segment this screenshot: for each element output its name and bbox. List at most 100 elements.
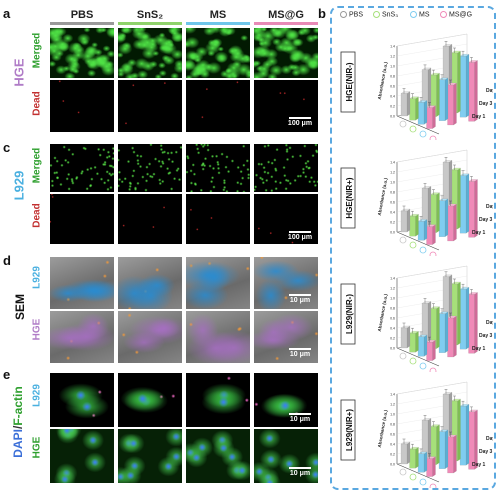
series-marker-icon [429, 483, 437, 488]
header-sns2: SnS₂ [118, 5, 182, 25]
z-tick-label: 0.2 [390, 105, 395, 109]
z-tick-label: 0.8 [390, 191, 395, 195]
series-marker-icon [399, 120, 407, 128]
z-tick-label: 1.0 [390, 297, 395, 301]
chart-l929-nir-minus: L929(NIR-) 0.0 0.2 0.4 0.6 0.8 1.0 1.2 1.4 Absorb… [340, 265, 493, 372]
d-l929-tile [254, 257, 318, 309]
slash-text: / [11, 425, 25, 430]
chart-title-group: L929(NIR+) [340, 399, 356, 461]
row-label-dead-a: Dead [31, 91, 43, 116]
z-tick-label: 0.8 [390, 307, 395, 311]
bar-ms-g-day-3 [447, 431, 457, 474]
panel-label-d: d [3, 253, 11, 268]
chart-title-box [340, 399, 356, 461]
bar-ms-g-day-1 [426, 336, 436, 361]
bar-ms-day-5 [459, 284, 470, 350]
panel-b-container [330, 6, 496, 490]
row-label-merged-c: Merged [31, 147, 43, 184]
d-l929-tile [50, 257, 114, 309]
series-marker-icon [399, 468, 407, 476]
day-label: Day 3 [479, 101, 493, 107]
c-dead-tile [50, 194, 114, 244]
series-axis-line [396, 115, 440, 135]
legend-dot-icon [410, 11, 417, 18]
legend-item-msg: MS@G [440, 11, 472, 18]
series-marker-icon [409, 473, 417, 481]
row-label-sem: SEM [13, 294, 27, 321]
row-label-dead-c: Dead [31, 203, 43, 228]
day-label: Day 1 [472, 346, 486, 352]
chart-hge-nir-plus: HGE(NIR+) 0.0 0.2 0.4 0.6 0.8 1.0 1.2 1.4 Absorba… [340, 149, 493, 256]
chart-title: HGE(NIR+) [345, 177, 354, 218]
bar-ms-g-day-5 [468, 57, 478, 122]
row-label-l929-e: L929 [31, 384, 43, 407]
e-hge-tile [118, 429, 182, 483]
scale-bar-d2: 10 μm [285, 348, 315, 358]
bar-ms-day-5 [459, 401, 470, 466]
z-tick-label: 0.0 [390, 231, 395, 235]
scale-bar-c: 100 μm [285, 231, 315, 241]
bar-ms-g-day-5 [468, 176, 478, 238]
header-pbs: PBS [50, 5, 114, 25]
bar-ms-day-1 [417, 216, 428, 241]
row-label-merged-a: Merged [31, 32, 43, 69]
header-ms: MS [186, 5, 250, 25]
bar-sns--day-1 [409, 328, 419, 353]
e-hge-tile [254, 429, 318, 483]
day-label: Day 5 [486, 88, 493, 94]
day-label: Day 5 [486, 320, 493, 326]
bar-ms-day-1 [417, 448, 428, 473]
series-axis-line [396, 347, 440, 367]
series-marker-icon [409, 357, 417, 365]
a-merged-tile [118, 28, 182, 78]
a-dead-tile [50, 80, 114, 132]
legend-dot-icon [340, 11, 347, 18]
bar-pbs-day-3 [421, 64, 432, 113]
day-label: Day 3 [479, 217, 493, 223]
z-tick-label: 0.4 [390, 443, 395, 447]
z-tick-label: 0.4 [390, 95, 395, 99]
header-ms-g: MS@G [254, 5, 318, 25]
row-label-hge-a: HGE [11, 58, 27, 87]
factin-text: F-actin [11, 386, 25, 426]
d-hge-tile [118, 311, 182, 363]
z-tick-label: 0.6 [390, 433, 395, 437]
day-label: Day 1 [472, 230, 486, 236]
day-label: Day 1 [472, 114, 486, 120]
z-axis-label: Absorbance (a.u.) [377, 293, 389, 332]
scale-bar-d1: 10 μm [285, 294, 315, 304]
bar-ms-g-day-5 [468, 406, 478, 470]
bar-sns--day-5 [451, 278, 461, 346]
z-tick-label: 0.0 [390, 463, 395, 467]
chart-title: HGE(NIR-) [345, 62, 354, 101]
c-merged-tile [118, 144, 182, 192]
dapi-text: DAPI [11, 429, 25, 458]
series-marker-icon [409, 241, 417, 249]
legend-item-ms: MS [410, 11, 430, 18]
e-hge-tile [186, 429, 250, 483]
a-dead-tile [186, 80, 250, 132]
panel-label-c: c [3, 140, 11, 155]
chart-title-group: HGE(NIR-) [340, 51, 356, 113]
day-label: Day 1 [472, 462, 486, 468]
series-axis-line [396, 463, 440, 483]
row-label-l929-d: L929 [31, 266, 43, 289]
gridline [396, 391, 468, 405]
bar-ms-day-1 [417, 331, 428, 357]
series-marker-icon [419, 362, 427, 370]
legend-item-sns3: SnS₃ [373, 11, 398, 18]
series-marker-icon [409, 125, 417, 133]
z-tick-label: 1.4 [390, 161, 395, 165]
c-dead-tile [186, 194, 250, 244]
bar-sns--day-5 [451, 164, 461, 230]
chart-title-box [340, 283, 356, 345]
z-tick-label: 0.2 [390, 221, 395, 225]
gridline [396, 265, 468, 279]
row-label-hge-d: HGE [31, 318, 43, 341]
z-tick-label: 1.4 [390, 393, 395, 397]
bar-ms-day-3 [438, 195, 449, 237]
chart-title: L929(NIR+) [345, 409, 354, 451]
chart-title-box [340, 51, 356, 113]
gridline [396, 275, 468, 289]
z-tick-label: 0.6 [390, 317, 395, 321]
